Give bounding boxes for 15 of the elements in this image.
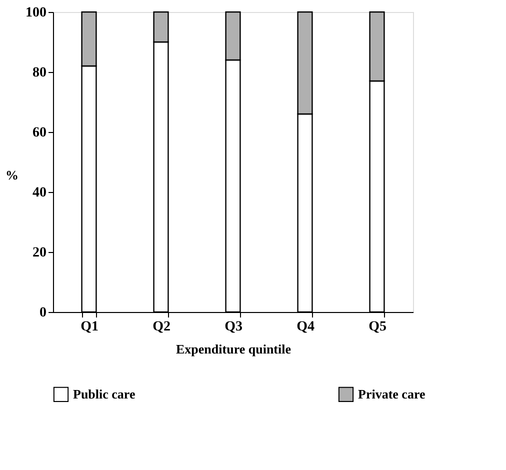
legend-label: Private care xyxy=(358,386,426,402)
x-tick-label: Q1 xyxy=(80,320,98,334)
x-tick-label: Q2 xyxy=(152,320,170,334)
y-tick-label: 60 xyxy=(32,126,46,140)
y-tick-label: 100 xyxy=(26,6,46,20)
y-axis-title: % xyxy=(6,168,18,182)
x-tick-label: Q5 xyxy=(368,320,386,334)
x-axis-title: Expenditure quintile xyxy=(176,342,292,356)
x-tick-label: Q3 xyxy=(224,320,242,334)
y-tick-label: 20 xyxy=(32,246,46,260)
legend-label: Public care xyxy=(73,386,136,402)
y-tick-label: 40 xyxy=(32,186,46,200)
x-tick-label: Q4 xyxy=(296,320,314,334)
y-tick-label: 0 xyxy=(40,306,46,320)
y-tick-label: 80 xyxy=(32,66,46,80)
